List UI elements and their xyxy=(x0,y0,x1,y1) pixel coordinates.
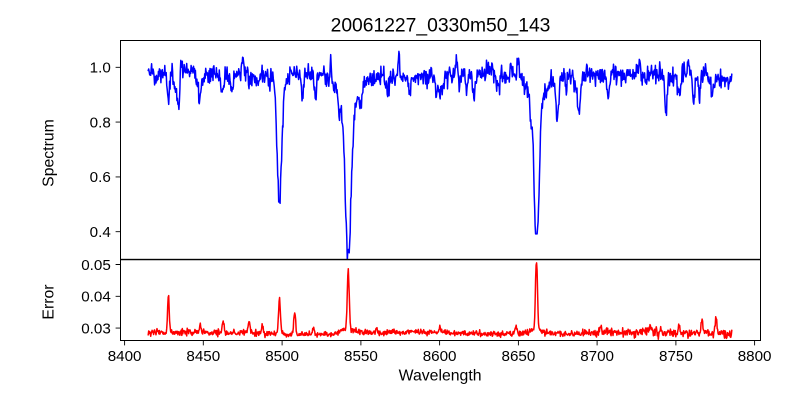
svg-text:0.4: 0.4 xyxy=(90,224,111,241)
svg-text:0.03: 0.03 xyxy=(81,320,111,337)
svg-text:8400: 8400 xyxy=(108,348,142,365)
svg-text:8500: 8500 xyxy=(265,348,299,365)
svg-text:8600: 8600 xyxy=(423,348,457,365)
svg-text:8700: 8700 xyxy=(580,348,614,365)
svg-text:1.0: 1.0 xyxy=(90,60,111,77)
svg-text:20061227_0330m50_143: 20061227_0330m50_143 xyxy=(331,16,551,37)
svg-text:8650: 8650 xyxy=(502,348,536,365)
svg-text:8450: 8450 xyxy=(186,348,220,365)
svg-text:0.05: 0.05 xyxy=(81,257,111,274)
svg-text:0.04: 0.04 xyxy=(81,289,111,306)
svg-text:8750: 8750 xyxy=(659,348,693,365)
svg-text:0.6: 0.6 xyxy=(90,169,111,186)
svg-text:8800: 8800 xyxy=(738,348,772,365)
svg-text:0.8: 0.8 xyxy=(90,114,111,131)
svg-text:8550: 8550 xyxy=(344,348,378,365)
svg-text:Wavelength: Wavelength xyxy=(399,368,482,385)
svg-text:Error: Error xyxy=(41,284,58,319)
svg-text:Spectrum: Spectrum xyxy=(41,119,58,187)
